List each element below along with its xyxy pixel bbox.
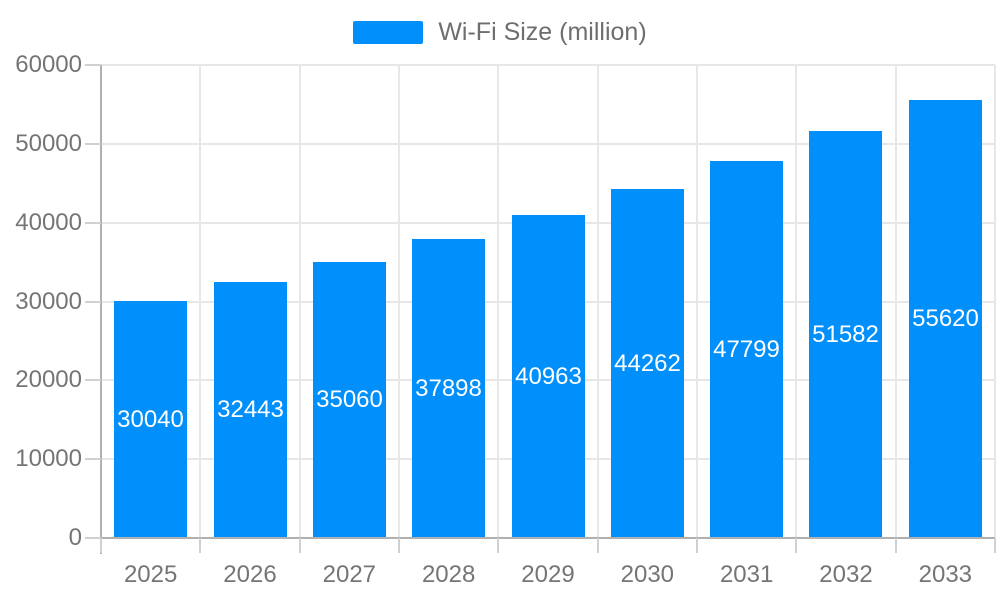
bar-value-label: 35060 <box>316 386 383 413</box>
bar-2026[interactable]: 32443 <box>214 282 287 538</box>
x-axis-tick <box>596 538 599 553</box>
gridline-vertical <box>894 65 897 538</box>
y-axis-tick <box>85 300 101 303</box>
bar-value-label: 44262 <box>614 349 681 377</box>
y-axis-tick-label: 60000 <box>15 51 82 78</box>
bar-2028[interactable]: 37898 <box>412 239 485 538</box>
gridline-vertical <box>596 65 599 538</box>
y-axis-line <box>100 65 102 554</box>
x-axis-tick-label: 2026 <box>223 561 277 588</box>
gridline-vertical <box>696 65 698 538</box>
x-axis-tick <box>894 538 897 553</box>
bar-2029[interactable]: 40963 <box>512 215 585 538</box>
x-axis-tick-label: 2031 <box>719 561 774 588</box>
bar-2033[interactable]: 55620 <box>909 100 982 538</box>
x-axis-tick <box>398 538 400 553</box>
x-axis-tick-label: 2033 <box>918 561 973 588</box>
gridline-horizontal <box>101 142 995 145</box>
x-axis-tick <box>795 538 798 553</box>
bar-2025[interactable]: 30040 <box>114 301 187 538</box>
y-axis-tick-label: 10000 <box>15 445 82 473</box>
y-axis-tick <box>85 64 101 66</box>
gridline-vertical <box>994 65 996 538</box>
bar-value-label: 37898 <box>415 374 482 402</box>
legend-swatch-icon <box>353 21 424 44</box>
x-axis-tick <box>298 538 301 553</box>
y-axis-tick-label: 20000 <box>15 366 82 394</box>
bar-value-label: 47799 <box>713 335 780 363</box>
x-axis-tick <box>696 538 698 553</box>
bar-value-label: 55620 <box>912 305 979 332</box>
x-axis-tick <box>994 538 996 553</box>
x-axis-tick-label: 2029 <box>521 561 575 588</box>
legend[interactable]: Wi-Fi Size (million) <box>0 20 1000 45</box>
y-axis-tick <box>85 458 101 461</box>
x-axis-tick-label: 2027 <box>322 561 377 588</box>
plot-area: 30040 32443 35060 37898 40963 44262 47799 51582… <box>93 64 996 554</box>
y-axis-tick <box>85 537 101 539</box>
x-axis-tick <box>497 538 500 553</box>
bar-2032[interactable]: 51582 <box>809 131 882 538</box>
bar-value-label: 30040 <box>117 405 184 433</box>
bar-value-label: 40963 <box>515 362 582 390</box>
y-axis-tick-label: 50000 <box>15 129 82 157</box>
bar-value-label: 51582 <box>812 320 879 348</box>
gridline-vertical <box>497 65 500 538</box>
x-axis-line <box>93 537 995 539</box>
legend-label: Wi-Fi Size (million) <box>438 18 647 46</box>
bar-2027[interactable]: 35060 <box>313 262 386 538</box>
bar-2031[interactable]: 47799 <box>710 161 783 538</box>
y-axis-tick <box>85 142 101 145</box>
gridline-vertical <box>298 65 301 538</box>
bar-value-label: 32443 <box>217 396 284 423</box>
x-axis-tick-label: 2025 <box>123 561 178 588</box>
y-axis-tick-label: 0 <box>68 524 82 551</box>
y-axis-tick <box>85 379 101 382</box>
x-axis-tick-label: 2028 <box>421 561 476 588</box>
gridline-vertical <box>795 65 798 538</box>
x-axis-tick <box>199 538 202 553</box>
y-axis-tick <box>85 221 101 224</box>
bar-2030[interactable]: 44262 <box>611 189 684 538</box>
gridline-horizontal <box>101 64 995 66</box>
x-axis-tick <box>100 538 102 553</box>
x-axis-tick-label: 2032 <box>819 561 873 588</box>
y-axis-tick-label: 30000 <box>15 287 82 315</box>
x-axis-tick-label: 2030 <box>620 561 675 588</box>
gridline-vertical <box>199 65 202 538</box>
gridline-vertical <box>398 65 400 538</box>
y-axis-tick-label: 40000 <box>15 208 82 236</box>
